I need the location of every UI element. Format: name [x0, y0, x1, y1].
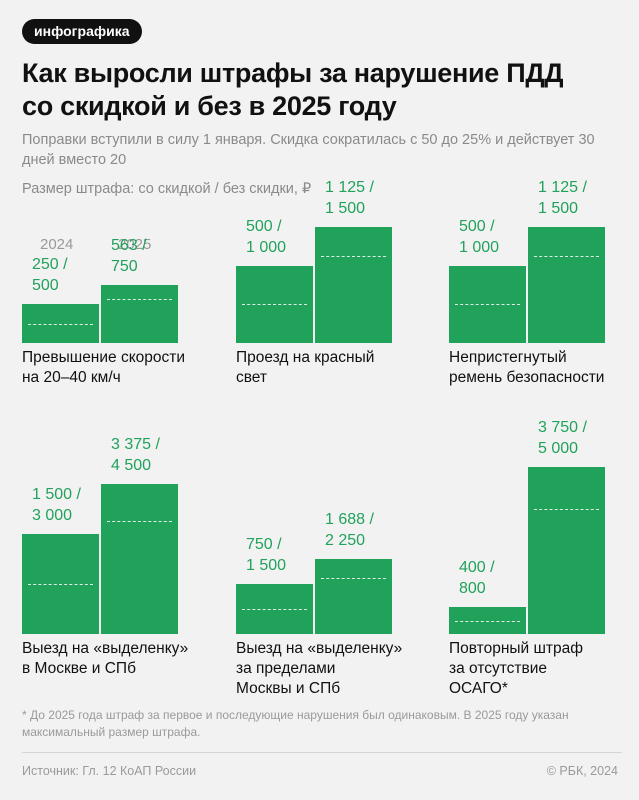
value-label-3-2024: 500 / 1 000 — [459, 217, 500, 256]
discount-marker — [107, 299, 172, 301]
infographic-badge: инфографика — [22, 19, 142, 44]
discount-marker — [455, 304, 520, 306]
bar-1-2024 — [22, 304, 99, 343]
page-title: Как выросли штрафы за нарушение ПДД со с… — [22, 58, 564, 121]
year-label-2025: 2025 — [118, 236, 152, 253]
value-label-1-2024: 250 / 500 — [32, 256, 68, 295]
bar-1-2025 — [101, 285, 178, 343]
discount-marker — [534, 256, 599, 257]
discount-marker — [455, 620, 520, 622]
bar-2-2024 — [236, 265, 313, 343]
source-note: Источник: Гл. 12 КоАП России — [22, 764, 197, 778]
category-label-5: Выезд на «выделенку» за пределами Москвы… — [236, 640, 403, 697]
value-label-1-2025: 563 / 750 — [111, 237, 147, 275]
discount-marker — [242, 608, 307, 610]
scale-note: Размер штрафа: со скидкой / без скидки, … — [22, 181, 312, 197]
value-label-4-2024: 1 500 / 3 000 — [32, 485, 81, 524]
value-label-3-2025: 1 125 / 1 500 — [538, 179, 587, 217]
value-label-5-2025: 1 688 / 2 250 — [325, 510, 374, 549]
discount-marker — [28, 583, 93, 585]
discount-marker — [242, 304, 307, 306]
value-label-5-2024: 750 / 1 500 — [246, 535, 287, 574]
bar-2-2025 — [315, 227, 392, 343]
value-label-2-2025: 1 125 / 1 500 — [325, 179, 374, 217]
discount-marker — [28, 323, 93, 325]
copyright: © РБК, 2024 — [546, 764, 618, 778]
value-label-6-2024: 400 / 800 — [459, 559, 495, 598]
discount-marker — [321, 256, 386, 257]
bar-3-2024 — [449, 265, 526, 343]
subtitle: Поправки вступили в силу 1 января. Скидк… — [22, 132, 595, 168]
value-label-6-2025: 3 750 / 5 000 — [538, 419, 587, 457]
value-label-2-2024: 500 / 1 000 — [246, 217, 287, 256]
value-label-4-2025: 3 375 / 4 500 — [111, 435, 160, 474]
category-label-6: Повторный штраф за отсутствие ОСАГО* — [449, 640, 584, 697]
year-label-2024: 2024 — [40, 236, 74, 253]
category-label-4: Выезд на «выделенку» в Москве и СПб — [22, 640, 189, 677]
bar-6-2025 — [528, 467, 605, 634]
bar-5-2025 — [315, 558, 392, 634]
discount-marker — [321, 577, 386, 579]
discount-marker — [107, 521, 172, 523]
footnote: * До 2025 года штраф за первое и последу… — [22, 708, 569, 739]
bar-6-2024 — [449, 607, 526, 634]
footer-divider — [22, 752, 622, 753]
bar-3-2025 — [528, 227, 605, 343]
category-label-3: Непристегнутый ремень безопасности — [449, 349, 605, 386]
bar-4-2024 — [22, 533, 99, 634]
category-label-1: Превышение скорости на 20–40 км/ч — [22, 349, 186, 386]
bar-5-2024 — [236, 583, 313, 634]
bar-4-2025 — [101, 483, 178, 634]
category-label-2: Проезд на красный свет — [236, 349, 375, 386]
discount-marker — [534, 508, 599, 510]
